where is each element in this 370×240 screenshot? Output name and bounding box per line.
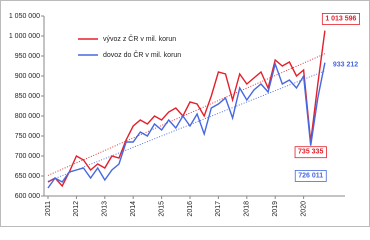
data-line: [47, 61, 326, 189]
y-tick-label: 650 000: [15, 173, 40, 180]
y-tick-label: 1 000 000: [9, 33, 40, 40]
value-label: 933 212: [333, 62, 358, 69]
value-label: 735 335: [298, 149, 323, 156]
y-tick-label: 700 000: [15, 153, 40, 160]
x-tick-label: 2020: [300, 201, 307, 217]
x-tick-label: 2016: [187, 201, 194, 217]
y-tick-label: 850 000: [15, 93, 40, 100]
x-tick-label: 2019: [272, 201, 279, 217]
chart: 600 000 650 000 700 000 750 000 800 000 850 0…: [0, 0, 370, 227]
x-tick-label: 2014: [130, 201, 137, 217]
y-tick-label: 900 000: [15, 73, 40, 80]
value-label: 1 013 596: [325, 15, 356, 22]
value-label-box: [321, 13, 360, 25]
x-tick-label: 2011: [45, 201, 52, 216]
legend-label: dovoz do ČR v mil. korun: [103, 50, 181, 59]
value-label-box: [294, 146, 327, 159]
trend-line: [47, 53, 326, 176]
x-tick-label: 2017: [215, 201, 222, 217]
y-tick-label: 750 000: [15, 133, 40, 140]
legend-label: vývoz z ČR v mil. korun: [103, 34, 176, 43]
y-tick-label: 800 000: [15, 113, 40, 120]
y-tick-label: 600 000: [15, 193, 40, 200]
x-tick-label: 2013: [102, 201, 109, 217]
x-tick-label: 2012: [73, 201, 80, 217]
x-tick-label: 2015: [158, 201, 165, 217]
x-tick-label: 2018: [244, 201, 251, 217]
y-tick-label: 1 050 000: [9, 13, 40, 20]
y-tick-label: 950 000: [15, 53, 40, 60]
value-label: 726 011: [298, 172, 323, 179]
trend-line: [47, 70, 326, 182]
data-line: [47, 30, 326, 188]
value-label-box: [294, 170, 327, 182]
